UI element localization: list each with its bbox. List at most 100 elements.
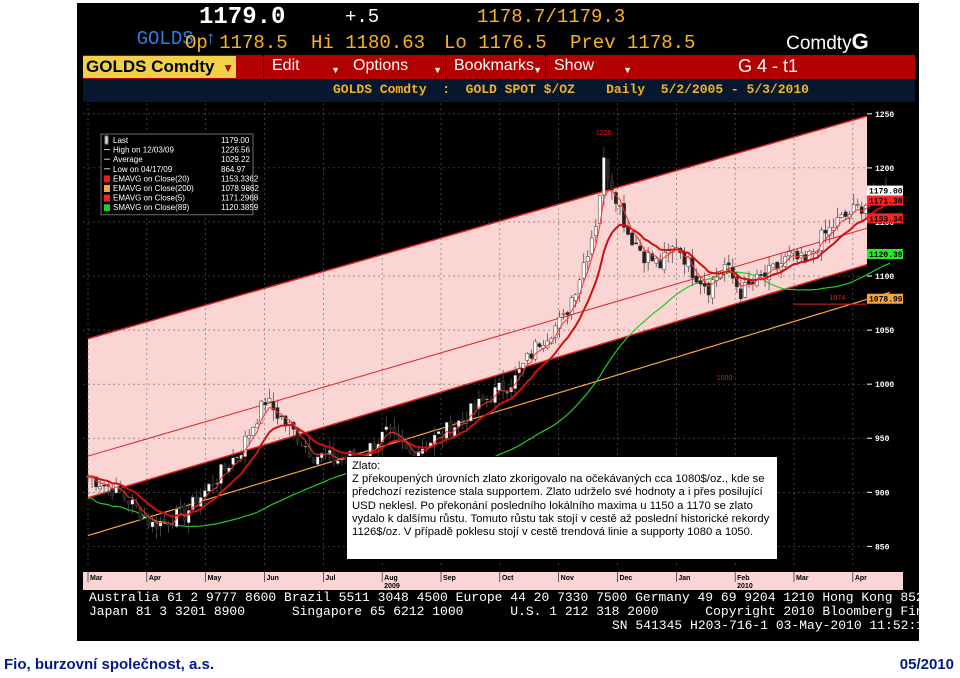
candle-body [211,484,215,487]
candle-body [759,274,763,276]
price-marker-label: 1171.30 [869,198,903,207]
candle-body [771,263,775,268]
candle-body [561,313,566,315]
candle-body [795,250,800,260]
x-tick-label: Apr [149,575,161,582]
legend-label: EMAVG on Close(200) [113,184,194,193]
candle-body [299,444,304,447]
menu-show[interactable]: Show ▼ [545,55,635,79]
report-date: 05/2010 [899,656,954,673]
x-tick-label: Mar [90,575,103,582]
candle-body [662,252,667,271]
candle-body [392,426,397,433]
ema20-line [87,202,891,518]
candle-body [601,157,606,196]
channel-mid-line [87,219,895,457]
price-marker-label: 1179.00 [869,188,903,197]
candle-body [682,251,687,265]
x-year-label: 2009 [384,583,400,590]
x-tick-label: Nov [561,575,574,582]
candle-body [763,272,767,277]
candle-body [243,435,248,457]
title-period: Daily [606,82,646,97]
candle-body [130,499,135,505]
chevron-down-icon: ▼ [623,65,632,75]
candle-body [505,392,509,394]
legend-label: EMAVG on Close(20) [113,174,190,183]
candle-body [477,398,481,409]
candle-body [706,283,711,296]
bid-ask: 1178.7/1179.3 [477,6,626,28]
annotation-label: 1000 [717,375,733,382]
chart-title-bar: GOLDS Comdty : GOLD SPOT $/OZ Daily 5/2/… [83,80,915,102]
candle-body [448,421,453,437]
candle-body [843,211,848,217]
menu-options-label: Options [353,57,409,74]
menu-bookmarks[interactable]: Bookmarks ▼ [445,55,545,79]
y-tick-label: 1000 [875,381,894,390]
menu-edit-label: Edit [272,57,300,74]
candle-body [259,400,264,424]
menu-edit[interactable]: Edit ▼ [263,55,343,79]
candle-body [791,250,796,254]
x-tick-label: Apr [855,575,867,582]
candle-body [775,261,779,269]
candle-body [855,204,860,206]
candle-body [336,460,340,464]
candle-body [565,312,570,315]
security-input[interactable]: GOLDS Comdty ▼ [83,56,236,78]
candle-body [702,283,707,287]
candle-body [340,458,344,461]
price-marker [867,293,903,304]
legend-value: 1171.2968 [221,194,259,203]
candle-body [319,452,324,459]
candle-body [710,279,715,299]
chevron-down-icon: ▼ [533,65,542,75]
legend-swatch [104,194,110,202]
legend-value: 1120.3859 [221,203,259,212]
candle-body [231,457,235,466]
candle-body [585,256,590,262]
x-tick-label: Jan [678,575,690,582]
candle-body [303,446,308,448]
candle-body [408,448,413,454]
candle-body [271,401,276,411]
source-label: ComdtyG [765,7,869,77]
menu-options[interactable]: Options ▼ [345,55,445,79]
footer-contacts-2: Japan 81 3 3201 8900 Singapore 65 6212 1… [89,604,919,619]
candle-body [182,505,187,521]
dropdown-icon[interactable]: ▼ [222,61,234,75]
y-tick-label: 900 [875,489,890,498]
candle-body [569,297,574,315]
candle-body [743,282,747,298]
price-marker [867,248,903,259]
chart-legend [100,133,254,216]
legend-swatch [104,135,109,145]
candle-body [722,264,727,275]
candle-body [698,280,703,285]
candle-body [654,258,659,264]
ema5-line [87,189,891,525]
header-row-1: GOLDS ↑ [91,6,217,72]
chevron-down-icon: ▼ [331,65,340,75]
candle-body [315,456,320,465]
price-marker [867,185,903,196]
legend-label: High on 12/03/09 [113,146,174,155]
candle-body [251,427,256,436]
price-marker-label: 1120.39 [869,251,903,260]
price-marker-label: 1078.99 [869,296,903,305]
candle-body [186,510,191,524]
source-text: Comdty [786,33,852,54]
candle-body [811,251,816,254]
channel-upper-line [87,107,895,340]
candle-body [190,496,195,510]
x-axis-panel [83,572,903,590]
candle-body [827,227,832,236]
annotation-label: 1074 [830,295,846,302]
candle-body [847,214,852,219]
candle-body [207,483,211,492]
footer-timestamp: SN 541345 H203-716-1 03-May-2010 11:52:1… [612,618,919,633]
x-tick-label: Feb [737,575,749,582]
candle-body [110,487,115,496]
candle-body [372,443,376,451]
